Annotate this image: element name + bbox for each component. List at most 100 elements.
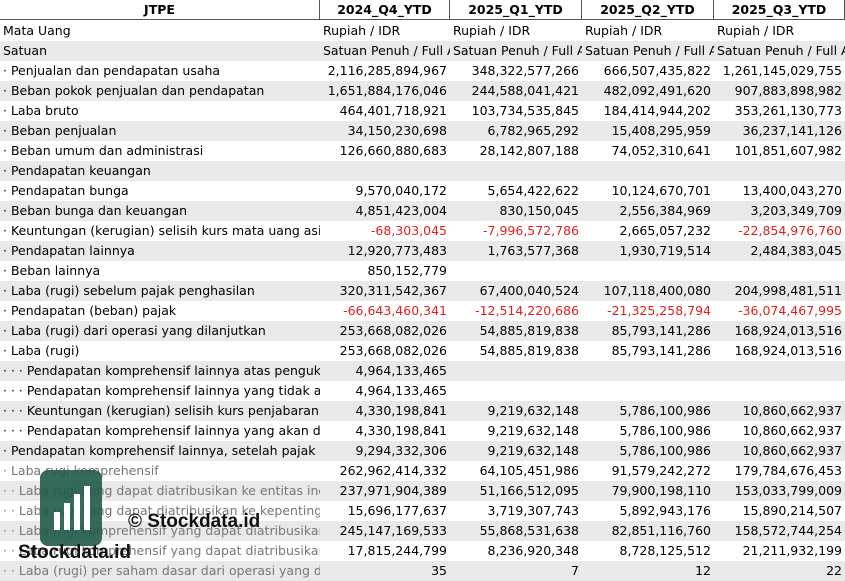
row-label: · · · Keuntungan (kerugian) selisih kurs… bbox=[3, 403, 320, 418]
value-cell: 184,414,944,202 bbox=[603, 103, 711, 118]
value-cell: 10,860,662,937 bbox=[742, 423, 842, 438]
table-row: · Pendapatan bunga 9,570,040,172 5,654,422… bbox=[0, 181, 845, 201]
value-cell: 5,654,422,622 bbox=[487, 183, 579, 198]
value-cell: 482,092,491,620 bbox=[603, 83, 711, 98]
value-cell: 4,964,133,465 bbox=[355, 383, 447, 398]
table-row: · Laba (rugi) sebelum pajak penghasilan 3… bbox=[0, 281, 845, 301]
value-cell: 666,507,435,822 bbox=[603, 63, 711, 78]
value-cell: -22,854,976,760 bbox=[738, 223, 842, 238]
value-cell: 9,219,632,148 bbox=[487, 403, 579, 418]
value-cell: 245,147,169,533 bbox=[339, 523, 447, 538]
row-label: · Laba (rugi) bbox=[3, 343, 80, 358]
value-cell: 126,660,880,683 bbox=[339, 143, 447, 158]
value-cell: 12 bbox=[695, 563, 711, 578]
value-cell: -21,325,258,794 bbox=[607, 303, 711, 318]
value-cell: 85,793,141,286 bbox=[611, 343, 711, 358]
table-row: · Penjualan dan pendapatan usaha 2,116,28… bbox=[0, 61, 845, 81]
table-row: · · Laba (rugi) per saham dasar dari ope… bbox=[0, 561, 845, 581]
value-cell: 74,052,310,641 bbox=[611, 143, 711, 158]
value-cell: 204,998,481,511 bbox=[734, 283, 842, 298]
value-cell: 253,668,082,026 bbox=[339, 343, 447, 358]
value-cell: 85,793,141,286 bbox=[611, 323, 711, 338]
table-row: · Pendapatan (beban) pajak -66,643,460,34… bbox=[0, 301, 845, 321]
row-label: · Beban lainnya bbox=[3, 263, 101, 278]
value-cell: 10,860,662,937 bbox=[742, 403, 842, 418]
value-cell: 2,116,285,894,967 bbox=[327, 63, 447, 78]
value-cell: 907,883,898,982 bbox=[734, 83, 842, 98]
value-cell: 5,786,100,986 bbox=[619, 443, 711, 458]
value-cell: 850,152,779 bbox=[367, 263, 447, 278]
table-row: · Beban umum dan administrasi 126,660,880… bbox=[0, 141, 845, 161]
row-label: · Pendapatan komprehensif lainnya, setel… bbox=[3, 443, 316, 458]
value-cell: 107,118,400,080 bbox=[603, 283, 711, 298]
value-cell: 15,696,177,637 bbox=[347, 503, 447, 518]
table-row: · Pendapatan lainnya 12,920,773,483 1,763,… bbox=[0, 241, 845, 261]
value-cell: 36,237,141,126 bbox=[742, 123, 842, 138]
value-cell: 15,890,214,507 bbox=[742, 503, 842, 518]
value-cell: 1,261,145,029,755 bbox=[722, 63, 842, 78]
value-cell: Satuan Penuh / Full A bbox=[585, 43, 714, 58]
value-cell: 3,203,349,709 bbox=[750, 203, 842, 218]
table-row: · Pendapatan komprehensif lainnya, setel… bbox=[0, 441, 845, 461]
header-row: JTPE 2024_Q4_YTD 2025_Q1_YTD 2025_Q2_YTD 202… bbox=[0, 0, 845, 20]
value-cell: 12,920,773,483 bbox=[347, 243, 447, 258]
value-cell: 262,962,414,332 bbox=[339, 463, 447, 478]
value-cell: 4,330,198,841 bbox=[355, 423, 447, 438]
value-cell: 2,484,383,045 bbox=[750, 243, 842, 258]
row-label: · Beban penjualan bbox=[3, 123, 117, 138]
table-row: · Laba (rugi) dari operasi yang dilanjut… bbox=[0, 321, 845, 341]
value-cell: 67,400,040,524 bbox=[479, 283, 579, 298]
value-cell: 54,885,819,838 bbox=[479, 323, 579, 338]
value-cell: 5,892,943,176 bbox=[619, 503, 711, 518]
row-label: · Laba bruto bbox=[3, 103, 79, 118]
logo-box bbox=[40, 470, 102, 546]
row-label: · · Laba (rugi) per saham dasar dari ope… bbox=[3, 563, 320, 578]
table-row: · Laba bruto 464,401,718,921 103,734,535,8… bbox=[0, 101, 845, 121]
value-cell: 7 bbox=[571, 563, 579, 578]
row-label: · Pendapatan bunga bbox=[3, 183, 129, 198]
table-row: · Beban lainnya 850,152,779 bbox=[0, 261, 845, 281]
value-cell: 101,851,607,982 bbox=[734, 143, 842, 158]
value-cell: -12,514,220,686 bbox=[475, 303, 579, 318]
table-row: · · Laba rugi komprehensif yang dapat di… bbox=[0, 541, 845, 561]
value-cell: 168,924,013,516 bbox=[734, 323, 842, 338]
value-cell: Rupiah / IDR bbox=[453, 23, 531, 38]
value-cell: 1,930,719,514 bbox=[619, 243, 711, 258]
row-label: · Laba (rugi) sebelum pajak penghasilan bbox=[3, 283, 255, 298]
value-cell: 9,294,332,306 bbox=[355, 443, 447, 458]
row-label: · Keuntungan (kerugian) selisih kurs mat… bbox=[3, 223, 320, 238]
value-cell: 353,261,130,773 bbox=[734, 103, 842, 118]
table-row: · Pendapatan keuangan bbox=[0, 161, 845, 181]
value-cell: Rupiah / IDR bbox=[323, 23, 401, 38]
table-row: · Laba rugi komprehensif262,962,414,3326… bbox=[0, 461, 845, 481]
table-row: · · · Pendapatan komprehensif lainnya ya… bbox=[0, 381, 845, 401]
value-cell: 9,219,632,148 bbox=[487, 423, 579, 438]
logo-icon bbox=[54, 486, 90, 530]
value-cell: -7,996,572,786 bbox=[483, 223, 579, 238]
value-cell: 5,786,100,986 bbox=[619, 423, 711, 438]
table-row: · Laba (rugi) 253,668,082,026 54,885,819,8… bbox=[0, 341, 845, 361]
table-row: · Beban pokok penjualan dan pendapatan 1,… bbox=[0, 81, 845, 101]
value-cell: 82,851,116,760 bbox=[611, 523, 711, 538]
value-cell: 3,719,307,743 bbox=[487, 503, 579, 518]
row-label: · · · Pendapatan komprehensif lainnya ya… bbox=[3, 423, 320, 438]
value-cell: 5,786,100,986 bbox=[619, 403, 711, 418]
value-cell: 237,971,904,389 bbox=[339, 483, 447, 498]
table-row: · · · Pendapatan komprehensif lainnya ya… bbox=[0, 421, 845, 441]
value-cell: 17,815,244,799 bbox=[347, 543, 447, 558]
value-cell: 35 bbox=[431, 563, 447, 578]
value-cell: 22 bbox=[826, 563, 842, 578]
row-label: Satuan bbox=[3, 43, 48, 58]
value-cell: 64,105,451,986 bbox=[479, 463, 579, 478]
value-cell: 244,588,041,421 bbox=[471, 83, 579, 98]
value-cell: 4,851,423,004 bbox=[355, 203, 447, 218]
table-row: · · · Keuntungan (kerugian) selisih kurs… bbox=[0, 401, 845, 421]
row-label: Mata Uang bbox=[3, 23, 71, 38]
value-cell: 4,330,198,841 bbox=[355, 403, 447, 418]
value-cell: 51,166,512,095 bbox=[479, 483, 579, 498]
table-row: · Beban bunga dan keuangan 4,851,423,004 8… bbox=[0, 201, 845, 221]
value-cell: Satuan Penuh / Full A bbox=[717, 43, 845, 58]
value-cell: Satuan Penuh / Full A bbox=[453, 43, 582, 58]
value-cell: 2,665,057,232 bbox=[619, 223, 711, 238]
